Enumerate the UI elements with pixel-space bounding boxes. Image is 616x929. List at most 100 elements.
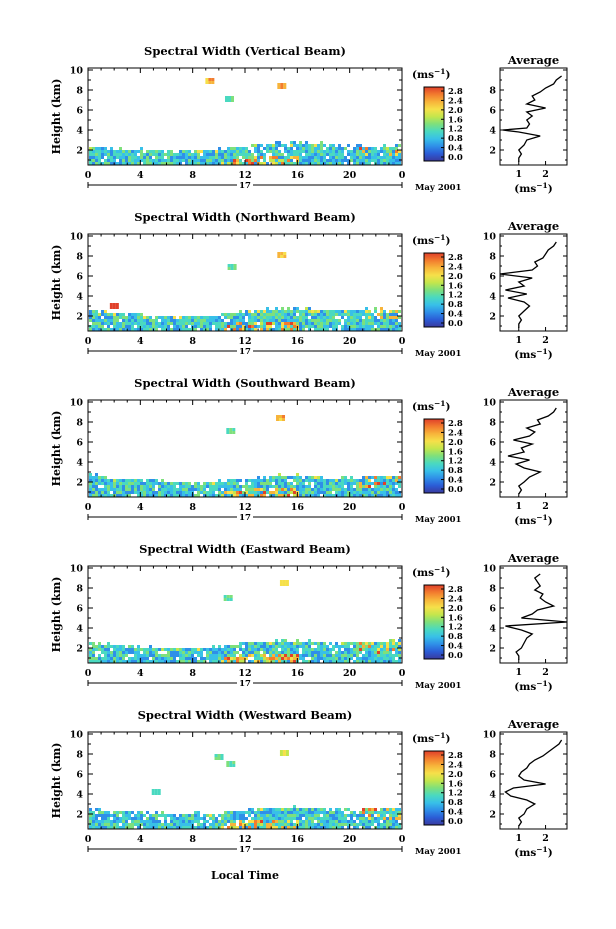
- heatmap-cell: [242, 657, 245, 660]
- heatmap-cell: [371, 313, 374, 316]
- heatmap-cell: [110, 319, 113, 322]
- heatmap-cell: [140, 488, 143, 491]
- heatmap-cell: [215, 820, 218, 823]
- heatmap-cell: [356, 144, 359, 147]
- heatmap-cell: [251, 654, 254, 657]
- heatmap-cell: [137, 313, 140, 316]
- heatmap-cell: [341, 150, 344, 153]
- heatmap-cell: [332, 316, 335, 319]
- heatmap-cell: [359, 817, 362, 820]
- heatmap-cell: [398, 476, 401, 479]
- heatmap-cell: [140, 147, 143, 150]
- heatmap-cell: [353, 153, 356, 156]
- heatmap-cell: [269, 159, 272, 162]
- heatmap-cell: [107, 651, 110, 654]
- heatmap-cell: [353, 823, 356, 826]
- heatmap-cell: [188, 488, 191, 491]
- heatmap-cell: [131, 645, 134, 648]
- heatmap-cell: [101, 820, 104, 823]
- heatmap-cell: [260, 162, 263, 165]
- heatmap-cell: [182, 648, 185, 651]
- y-tick-label: 2: [76, 312, 83, 323]
- heatmap-cell: [353, 310, 356, 313]
- heatmap-cell: [347, 485, 350, 488]
- heatmap-cell: [236, 485, 239, 488]
- heatmap-cell: [335, 479, 338, 482]
- heatmap-cell: [170, 814, 173, 817]
- heatmap-cell: [158, 159, 161, 162]
- heatmap-cell: [323, 319, 326, 322]
- colorbar: [423, 750, 445, 826]
- heatmap-cell: [158, 657, 161, 660]
- heatmap-cell: [101, 328, 104, 331]
- heatmap-cell: [290, 642, 293, 645]
- heatmap-cell: [281, 144, 284, 147]
- heatmap-cell: [98, 811, 101, 814]
- heatmap-cell: [200, 322, 203, 325]
- heatmap-cell: [320, 823, 323, 826]
- heatmap-cell: [308, 310, 311, 313]
- heatmap-cell: [194, 162, 197, 165]
- heatmap-cell: [314, 482, 317, 485]
- heatmap-cell: [326, 479, 329, 482]
- heatmap-cell: [143, 328, 146, 331]
- heatmap-cell: [236, 159, 239, 162]
- heatmap-cell: [353, 645, 356, 648]
- heatmap-cell: [320, 162, 323, 165]
- heatmap-cell: [194, 811, 197, 814]
- heatmap-cell: [176, 162, 179, 165]
- y-tick-label: 8: [76, 584, 83, 595]
- heatmap-cell: [347, 814, 350, 817]
- heatmap-cell: [311, 817, 314, 820]
- heatmap-cell: [299, 322, 302, 325]
- heatmap-cell: [320, 488, 323, 491]
- heatmap-cell: [293, 814, 296, 817]
- heatmap-cell: [341, 654, 344, 657]
- heatmap-cell: [263, 660, 266, 663]
- heatmap-cell: [227, 479, 230, 482]
- heatmap-cell: [113, 325, 116, 328]
- heatmap-cell: [128, 826, 131, 829]
- heatmap-cell: [371, 817, 374, 820]
- heatmap-cell: [140, 482, 143, 485]
- heatmap-cell: [182, 817, 185, 820]
- heatmap-cell: [395, 156, 398, 159]
- heatmap-cell: [356, 654, 359, 657]
- heatmap-cell: [308, 642, 311, 645]
- heatmap-cell: [380, 147, 383, 150]
- heatmap-cell: [305, 313, 308, 316]
- heatmap-cell: [329, 648, 332, 651]
- heatmap-cell: [254, 811, 257, 814]
- heatmap-cell: [200, 328, 203, 331]
- heatmap-cell: [242, 654, 245, 657]
- heatmap-cell: [263, 654, 266, 657]
- heatmap-cell: [200, 485, 203, 488]
- heatmap-cell: [335, 491, 338, 494]
- heatmap-cell: [398, 328, 401, 331]
- heatmap-cell: [92, 153, 95, 156]
- heatmap-cell: [248, 820, 251, 823]
- heatmap-cell: [227, 657, 230, 660]
- heatmap-cell: [287, 494, 290, 497]
- heatmap-cell: [215, 648, 218, 651]
- heatmap-cell: [89, 313, 92, 316]
- heatmap-cell: [341, 651, 344, 654]
- isolated-echo: [276, 415, 280, 418]
- heatmap-cell: [257, 817, 260, 820]
- heatmap-cell: [353, 482, 356, 485]
- heatmap-cell: [137, 826, 140, 829]
- heatmap-cell: [398, 814, 401, 817]
- heatmap-cell: [119, 491, 122, 494]
- heatmap-cell: [266, 657, 269, 660]
- heatmap-cells: [89, 78, 401, 165]
- heatmap-cell: [104, 660, 107, 663]
- avg-x-axis-label-exp: −1: [536, 845, 548, 854]
- heatmap-cell: [188, 651, 191, 654]
- heatmap-cell: [305, 820, 308, 823]
- heatmap-cell: [134, 328, 137, 331]
- heatmap-cell: [386, 645, 389, 648]
- heatmap-cell: [200, 156, 203, 159]
- heatmap-cell: [356, 823, 359, 826]
- heatmap-cell: [218, 660, 221, 663]
- heatmap-cell: [173, 482, 176, 485]
